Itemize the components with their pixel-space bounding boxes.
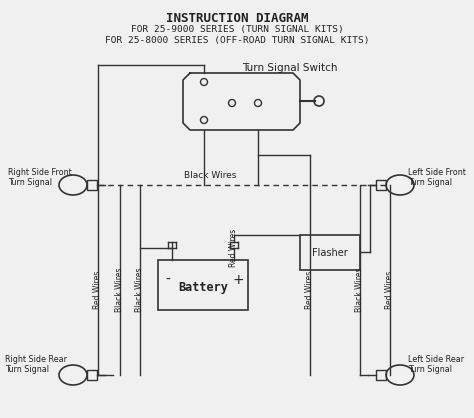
Bar <box>87 180 97 190</box>
Text: FOR 25-8000 SERIES (OFF-ROAD TURN SIGNAL KITS): FOR 25-8000 SERIES (OFF-ROAD TURN SIGNAL… <box>105 36 369 45</box>
Text: Black Wires: Black Wires <box>184 171 236 180</box>
Bar <box>376 370 386 380</box>
Text: +: + <box>232 273 244 287</box>
Text: Black Wires: Black Wires <box>136 268 145 312</box>
Text: Red Wires: Red Wires <box>93 271 102 309</box>
Text: Red Wires: Red Wires <box>385 271 394 309</box>
Text: Right Side Front
Turn Signal: Right Side Front Turn Signal <box>8 168 72 187</box>
Text: Black Wires: Black Wires <box>356 268 365 312</box>
Text: Flasher: Flasher <box>312 247 348 257</box>
Text: Turn Signal Switch: Turn Signal Switch <box>242 63 338 73</box>
Text: Black Wires: Black Wires <box>116 268 125 312</box>
Text: Red Wires: Red Wires <box>229 229 238 267</box>
Text: Battery: Battery <box>178 281 228 295</box>
Text: Left Side Front
Turn Signal: Left Side Front Turn Signal <box>408 168 466 187</box>
Bar <box>87 370 97 380</box>
Text: INSTRUCTION DIAGRAM: INSTRUCTION DIAGRAM <box>166 12 308 25</box>
Bar <box>158 260 248 310</box>
Text: Left Side Rear
Turn Signal: Left Side Rear Turn Signal <box>408 355 464 375</box>
Text: FOR 25-9000 SERIES (TURN SIGNAL KITS): FOR 25-9000 SERIES (TURN SIGNAL KITS) <box>131 25 343 34</box>
Text: Right Side Rear
Turn Signal: Right Side Rear Turn Signal <box>5 355 67 375</box>
Bar <box>376 180 386 190</box>
Text: -: - <box>165 273 171 287</box>
Text: Red Wires: Red Wires <box>306 271 315 309</box>
Bar <box>300 235 360 270</box>
